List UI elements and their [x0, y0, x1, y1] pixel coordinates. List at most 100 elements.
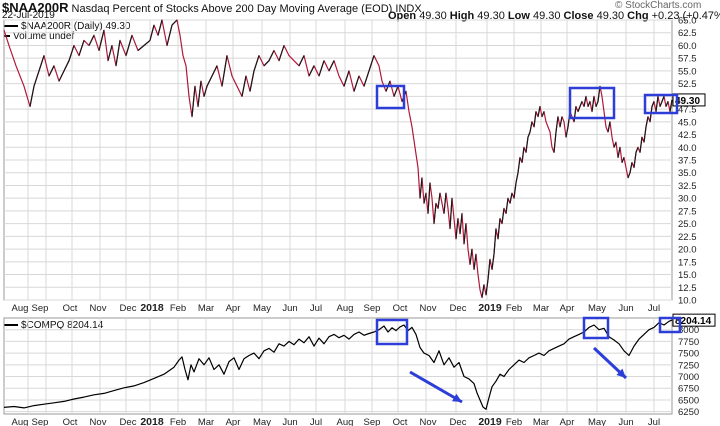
lower-ytick-label: 7500	[678, 349, 699, 360]
upper-ytick-label: 57.5	[678, 54, 697, 65]
upper-xtick-label: Feb	[170, 303, 186, 314]
lower-legend: $COMPQ 8204.14	[4, 320, 103, 331]
upper-xtick-label: Jul	[310, 303, 322, 314]
upper-ytick-label: 22.5	[678, 232, 697, 243]
chart-header: $NAA200R Nasdaq Percent of Stocks Above …	[2, 0, 422, 15]
description: Nasdaq Percent of Stocks Above 200 Day M…	[71, 3, 393, 15]
upper-ytick-label: 32.5	[678, 181, 697, 192]
symbol: $NAA200R	[2, 0, 69, 15]
upper-xtick-label: Mar	[198, 303, 214, 314]
lower-xtick-label: Jun	[282, 417, 297, 426]
lower-xtick-label: Jul	[648, 417, 660, 426]
upper-xtick-label: May	[588, 303, 606, 314]
upper-ytick-label: 55.0	[678, 66, 697, 77]
exchange: INDX	[395, 3, 422, 15]
lower-xtick-label: Mar	[198, 417, 214, 426]
lower-ytick-label: 8000	[678, 325, 699, 336]
upper-xtick-label: 2018	[140, 302, 164, 314]
upper-xtick-label: Sep	[364, 303, 381, 314]
lower-ytick-label: 7000	[678, 372, 699, 383]
upper-xtick-label: Nov	[90, 303, 107, 314]
upper-last-value-label: 49.30	[675, 96, 700, 107]
upper-series-line	[3, 19, 673, 299]
lower-xtick-label: Feb	[170, 417, 186, 426]
upper-ytick-label: 25.0	[678, 219, 697, 230]
volume-note-label: Volume undef	[13, 31, 75, 42]
lower-xtick-label: 2018	[140, 416, 164, 426]
lower-xtick-label: Nov	[420, 417, 437, 426]
upper-xtick-label: Aug	[337, 303, 354, 314]
upper-xtick-label: Apr	[226, 303, 241, 314]
lower-legend-label: $COMPQ 8204.14	[21, 320, 104, 331]
lower-xtick-label: Apr	[226, 417, 241, 426]
lower-xtick-label: Dec	[120, 417, 137, 426]
upper-ytick-label: 40.0	[678, 143, 697, 154]
upper-ytick-label: 10.0	[678, 296, 697, 307]
lower-ytick-label: 6750	[678, 384, 699, 395]
high-value: 49.30	[477, 10, 505, 22]
lower-xtick-label: 2019	[478, 416, 502, 426]
upper-xtick-label: Feb	[506, 303, 522, 314]
arrow-head	[452, 393, 462, 402]
upper-ytick-label: 42.5	[678, 130, 697, 141]
arrow-shaft	[409, 370, 463, 404]
lower-xtick-label: Sep	[32, 417, 49, 426]
lower-ytick-label: 7750	[678, 337, 699, 348]
lower-last-value-label: 8204.14	[675, 316, 712, 327]
upper-ytick-label: 17.5	[678, 257, 697, 268]
upper-xtick-label: Aug	[12, 303, 29, 314]
lower-xtick-label: Nov	[90, 417, 107, 426]
lower-series-line	[3, 319, 673, 410]
highlight-box	[375, 84, 406, 110]
lower-ytick-label: 6250	[678, 407, 699, 418]
highlight-box	[643, 93, 679, 115]
upper-ytick-label: 15.0	[678, 270, 697, 281]
upper-xtick-label: Jun	[618, 303, 633, 314]
lower-xtick-label: Dec	[450, 417, 467, 426]
highlight-box	[568, 86, 616, 120]
upper-ytick-label: 30.0	[678, 194, 697, 205]
lower-xtick-label: Jun	[618, 417, 633, 426]
lower-xtick-label: Oct	[63, 417, 78, 426]
lower-plot-frame	[3, 317, 673, 415]
upper-up-segments	[29, 19, 673, 298]
upper-xtick-label: Oct	[393, 303, 408, 314]
upper-ytick-label: 20.0	[678, 245, 697, 256]
lower-xtick-label: Aug	[12, 417, 29, 426]
brand-logo: © StockCharts.com	[615, 0, 702, 11]
lower-xtick-label: Oct	[393, 417, 408, 426]
lower-xtick-label: Jul	[310, 417, 322, 426]
upper-ytick-label: 37.5	[678, 156, 697, 167]
upper-ytick-label: 52.5	[678, 79, 697, 90]
lower-xtick-label: Apr	[560, 417, 575, 426]
upper-xtick-label: Dec	[120, 303, 137, 314]
volume-note: Volume undef	[4, 31, 74, 42]
ohlc-readout: Open 49.30 High 49.30 Low 49.30 Close 49…	[388, 10, 720, 22]
upper-xtick-label: Mar	[533, 303, 549, 314]
upper-xtick-label: 2019	[478, 302, 502, 314]
arrow-head	[616, 368, 626, 378]
lower-xtick-label: Sep	[364, 417, 381, 426]
upper-ytick-label: 47.5	[678, 105, 697, 116]
change-value: +0.23 (+0.47%)	[651, 10, 720, 22]
lower-last-value-box	[672, 313, 716, 327]
low-value: 49.30	[532, 10, 561, 22]
upper-xtick-label: Dec	[450, 303, 467, 314]
upper-xtick-label: Jul	[648, 303, 660, 314]
lower-xtick-label: Mar	[533, 417, 549, 426]
close-value: 49.30	[596, 10, 625, 22]
upper-xtick-label: May	[253, 303, 271, 314]
upper-last-value-box	[672, 93, 706, 107]
upper-ytick-label: 65.0	[678, 16, 697, 27]
upper-ytick-label: 60.0	[678, 41, 697, 52]
chart-date: 22-Jul-2019	[2, 10, 55, 21]
lower-ytick-label: 7250	[678, 360, 699, 371]
upper-xtick-label: Apr	[560, 303, 575, 314]
highlight-box	[658, 316, 682, 334]
upper-xtick-label: Nov	[420, 303, 437, 314]
lower-ytick-label: 6500	[678, 395, 699, 406]
upper-xtick-label: Oct	[63, 303, 78, 314]
upper-ytick-label: 27.5	[678, 206, 697, 217]
upper-legend: $NAA200R (Daily) 49.30	[4, 21, 131, 32]
